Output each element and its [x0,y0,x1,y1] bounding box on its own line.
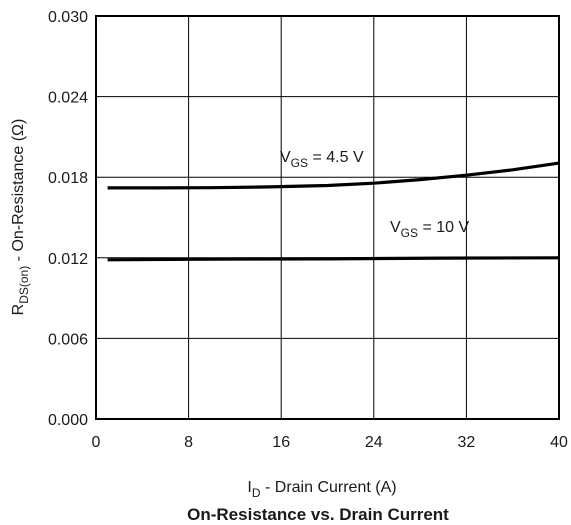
y-tick-labels: 0.000 0.006 0.012 0.018 0.024 0.030 [48,9,88,429]
chart-title: On-Resistance vs. Drain Current [187,505,449,524]
series-label-vgs-4-5: VGS = 4.5 V [280,149,364,170]
x-tick-label: 40 [550,434,568,451]
plot-frame [95,15,560,420]
y-tick-label: 0.012 [48,251,88,268]
x-tick-labels: 0 8 16 24 32 40 [92,434,568,451]
y-tick-label: 0.006 [48,331,88,348]
x-axis-label: ID - Drain Current (A) [247,479,396,500]
x-tick-label: 24 [365,434,383,451]
y-tick-label: 0.018 [48,170,88,187]
grid [95,15,560,420]
y-tick-label: 0.000 [48,412,88,429]
series-label-vgs-10: VGS = 10 V [390,219,469,240]
x-tick-label: 32 [458,434,476,451]
series-line-0 [107,161,560,190]
y-tick-label: 0.030 [48,9,88,26]
series-group [107,161,560,262]
x-tick-label: 8 [184,434,193,451]
x-tick-label: 16 [272,434,290,451]
y-axis-label: RDS(on) - On-Resistance (Ω) [10,119,31,316]
series-line-1 [107,256,560,262]
x-tick-label: 0 [92,434,101,451]
y-tick-label: 0.024 [48,90,88,107]
